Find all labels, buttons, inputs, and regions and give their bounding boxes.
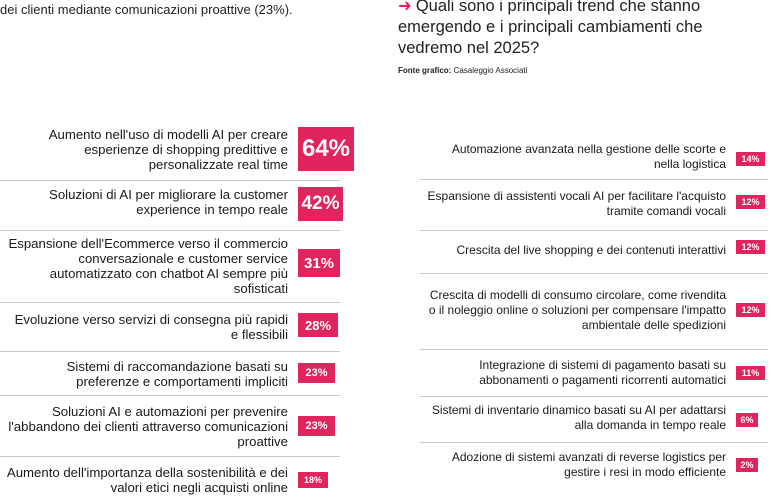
right-arrow-icon: ➜ xyxy=(398,0,412,15)
chart-label: Crescita di modelli di consumo circolare… xyxy=(428,288,726,332)
row-divider xyxy=(0,230,340,231)
row-divider xyxy=(420,396,768,397)
value-badge: 11% xyxy=(736,366,765,380)
row-divider xyxy=(0,395,340,396)
row-divider xyxy=(420,273,768,274)
question-heading: ➜ Quali sono i principali trend che stann… xyxy=(398,0,748,59)
value-badge: 31% xyxy=(298,249,340,277)
question-text: Quali sono i principali trend che stanno… xyxy=(398,0,703,57)
row-divider xyxy=(420,179,768,180)
row-divider xyxy=(420,442,768,443)
source-label: Fonte grafico: xyxy=(398,66,452,75)
value-badge: 42% xyxy=(298,187,343,221)
intro-text: dei clienti mediante comunicazioni proat… xyxy=(0,2,293,17)
chart-label: Soluzioni AI e automazioni per prevenire… xyxy=(8,404,288,449)
row-divider xyxy=(0,456,340,457)
chart-label: Espansione di assistenti vocali AI per f… xyxy=(427,188,726,218)
value-badge: 2% xyxy=(736,458,758,472)
row-divider xyxy=(0,302,340,303)
chart-label: Espansione dell'Ecommerce verso il comme… xyxy=(8,235,288,296)
value-badge: 28% xyxy=(298,313,338,337)
row-divider xyxy=(0,180,340,181)
value-badge: 12% xyxy=(736,240,765,254)
chart-label: Integrazione di sistemi di pagamento bas… xyxy=(479,358,726,387)
value-badge: 6% xyxy=(736,413,758,427)
source-value: Casaleggio Associati xyxy=(453,66,528,75)
value-badge: 64% xyxy=(298,127,354,171)
chart-label: Evoluzione verso servizi di consegna più… xyxy=(14,311,288,342)
chart-label: Automazione avanzata nella gestione dell… xyxy=(451,141,726,171)
chart-label: Aumento dell'importanza della sostenibil… xyxy=(6,464,288,495)
value-badge: 14% xyxy=(736,152,765,166)
row-divider xyxy=(420,230,768,231)
value-badge: 23% xyxy=(298,416,335,436)
chart-label: Soluzioni di AI per migliorare la custom… xyxy=(49,186,288,217)
row-divider xyxy=(420,349,768,350)
chart-source: Fonte grafico: Casaleggio Associati xyxy=(398,66,527,75)
value-badge: 23% xyxy=(298,363,335,383)
chart-label: Crescita del live shopping e dei contenu… xyxy=(456,243,726,257)
chart-label: Sistemi di raccomandazione basati su pre… xyxy=(66,358,288,389)
value-badge: 12% xyxy=(736,303,765,317)
chart-label: Sistemi di inventario dinamico basati su… xyxy=(431,403,726,432)
chart-label: Aumento nell'uso di modelli AI per crear… xyxy=(48,127,288,172)
value-badge: 12% xyxy=(736,195,765,209)
row-divider xyxy=(0,351,340,352)
value-badge: 18% xyxy=(298,472,328,488)
chart-label: Adozione di sistemi avanzati di reverse … xyxy=(451,450,726,479)
